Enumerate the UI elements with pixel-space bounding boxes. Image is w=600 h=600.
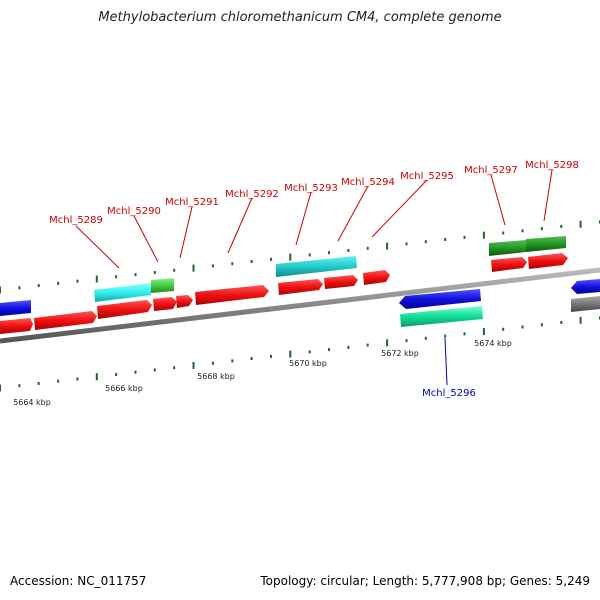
genome-backbone [0,267,600,344]
gene-label[interactable]: Mchl_5289 [49,215,103,226]
scale-label: 5664 kbp [13,398,51,407]
gene-label[interactable]: Mchl_5298 [525,160,579,171]
scale-label: 5668 kbp [197,372,235,381]
gene-label[interactable]: Mchl_5292 [225,189,279,200]
lower-tick-track [0,316,600,392]
gene-arrow[interactable] [363,270,390,285]
upper-tick-track [0,220,600,294]
gene-label[interactable]: Mchl_5290 [107,206,161,217]
gene-arrow[interactable] [491,257,527,272]
gene-label[interactable]: Mchl_5295 [400,171,454,182]
gene-arrow[interactable] [34,311,97,330]
map-title: Methylobacterium chloromethanicum CM4, c… [98,10,502,25]
scale-label: 5672 kbp [381,349,419,358]
gene-arrow[interactable] [0,318,33,334]
accession-label: Accession: NC_011757 [10,574,147,588]
forward-strand-features [0,236,568,334]
gene-label[interactable]: Mchl_5293 [284,183,338,194]
feature-bar[interactable] [151,278,174,293]
feature-bar[interactable] [571,296,600,312]
reverse-strand-features [0,279,600,327]
gene-label[interactable]: Mchl_5294 [341,177,395,188]
gene-label[interactable]: Mchl_5291 [165,197,219,208]
gene-arrow[interactable] [176,295,193,308]
feature-bar[interactable] [489,240,526,256]
genome-summary: Topology: circular; Length: 5,777,908 bp… [260,574,590,588]
gene-arrow[interactable] [571,279,600,294]
gene-label[interactable]: Mchl_5296 [422,388,476,399]
gene-arrow[interactable] [195,285,269,305]
feature-bar[interactable] [526,236,566,252]
feature-bar[interactable] [400,306,483,327]
gene-label[interactable]: Mchl_5297 [464,165,518,176]
gene-arrow[interactable] [153,297,177,311]
feature-bar[interactable] [94,283,151,302]
gene-arrow[interactable] [399,289,481,309]
scale-label: 5670 kbp [289,359,327,368]
gene-arrow[interactable] [0,300,31,316]
gene-arrow[interactable] [97,300,152,319]
scale-label: 5674 kbp [474,339,512,348]
gene-arrow[interactable] [528,253,568,269]
gene-labels: Mchl_5289 Mchl_5290 Mchl_5291 Mchl_5292 … [49,160,579,399]
gene-arrow[interactable] [278,279,323,295]
scale-labels: 5664 kbp 5666 kbp 5668 kbp 5670 kbp 5672… [13,339,512,407]
label-callouts [75,169,553,386]
scale-label: 5666 kbp [105,384,143,393]
feature-bar[interactable] [276,256,357,277]
gene-arrow[interactable] [324,275,358,289]
